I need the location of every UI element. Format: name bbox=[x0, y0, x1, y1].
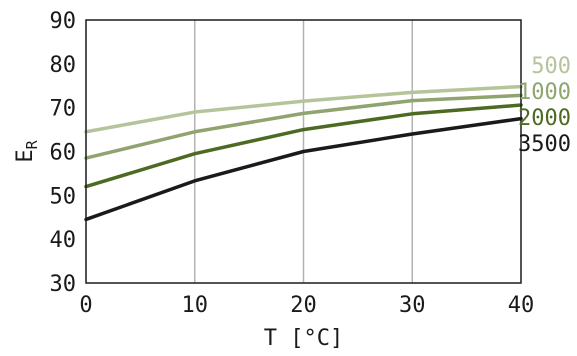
y-tick-labels: 30 40 50 60 70 80 90 bbox=[50, 9, 77, 297]
x-tick-label-0: 0 bbox=[79, 293, 92, 318]
x-tick-label-1: 10 bbox=[182, 293, 209, 318]
legend-item-3500: 3500 bbox=[518, 132, 571, 157]
legend-item-2000: 2000 bbox=[518, 106, 571, 131]
legend-item-500: 500 bbox=[531, 54, 571, 79]
y-tick-label-3: 60 bbox=[50, 141, 77, 166]
y-tick-label-0: 30 bbox=[50, 272, 77, 297]
y-axis-label-main: E bbox=[13, 149, 38, 162]
x-tick-label-3: 30 bbox=[399, 293, 426, 318]
y-tick-label-1: 40 bbox=[50, 228, 77, 253]
y-tick-label-2: 50 bbox=[50, 184, 77, 209]
y-tick-label-6: 90 bbox=[50, 9, 77, 34]
series-line-500 bbox=[84, 84, 523, 134]
x-axis-label: T [°C] bbox=[264, 326, 343, 351]
y-axis-label: ER bbox=[13, 139, 41, 162]
x-tick-label-4: 40 bbox=[508, 293, 535, 318]
y-tick-label-5: 80 bbox=[50, 53, 77, 78]
series-line-1000 bbox=[84, 93, 523, 160]
legend-item-1000: 1000 bbox=[518, 80, 571, 105]
series-line-2000 bbox=[84, 103, 523, 189]
series-lines bbox=[84, 84, 523, 222]
plot-frame bbox=[85, 19, 522, 284]
y-axis-label-sub: R bbox=[23, 139, 41, 149]
y-tick-label-4: 70 bbox=[50, 97, 77, 122]
x-tick-label-2: 20 bbox=[290, 293, 317, 318]
x-tick-labels: 0 10 20 30 40 bbox=[79, 293, 534, 318]
series-line-3500 bbox=[84, 116, 523, 222]
